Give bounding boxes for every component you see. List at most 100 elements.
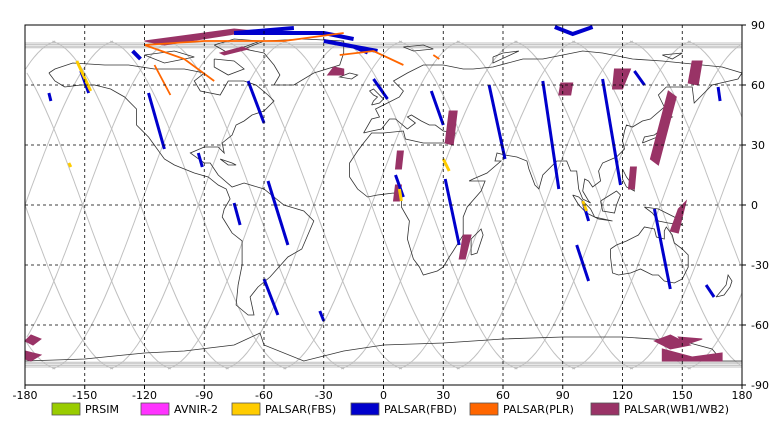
lon-tick-label: 30 — [436, 389, 450, 402]
palsar-fbs-swath — [581, 200, 588, 212]
palsar-fbd-swath — [541, 80, 561, 190]
legend-label: PALSAR(FBD) — [384, 403, 457, 416]
palsar-fbd-swath — [429, 90, 445, 126]
lon-tick-label: 150 — [672, 389, 693, 402]
palsar-plr-swath — [153, 64, 172, 96]
coastline — [715, 273, 733, 298]
legend-label: PALSAR(WB1/WB2) — [624, 403, 729, 416]
palsar-wb-swath — [458, 234, 472, 260]
palsar-plr-swath — [432, 54, 440, 60]
palsar-fbd-swath — [232, 202, 242, 226]
legend-label: PALSAR(FBS) — [265, 403, 336, 416]
coastline — [492, 50, 520, 64]
legend-label: PRSIM — [85, 403, 119, 416]
coastline — [219, 158, 237, 166]
lat-tick-label: -90 — [751, 379, 769, 392]
palsar-fbd-swath — [601, 78, 622, 186]
lat-tick-label: -60 — [751, 319, 769, 332]
palsar-wb-swath — [677, 336, 703, 346]
coastline — [594, 216, 613, 222]
palsar-wb-swath — [558, 82, 574, 96]
orbit-track — [110, 40, 287, 370]
palsar-fbs-swath — [75, 60, 93, 92]
longitude-tick-labels: -180 -150 -120 -90 -60 -30 0 30 60 90 120 150 180 — [13, 385, 753, 402]
palsar-fbd-swath — [704, 284, 716, 298]
palsar-plr-swath — [144, 32, 344, 46]
palsar-fbd-swath — [394, 174, 405, 198]
lon-tick-label: 60 — [496, 389, 510, 402]
coastline — [48, 62, 315, 316]
coastline — [662, 52, 683, 60]
coastline — [600, 190, 621, 214]
palsar-wb-swath — [611, 68, 632, 90]
lon-tick-label: -90 — [195, 389, 213, 402]
coastline — [470, 228, 484, 256]
palsar-fbs-swath — [67, 162, 73, 168]
legend-swatch — [140, 402, 170, 416]
legend-swatch — [590, 402, 620, 416]
legend-item: PALSAR(PLR) — [469, 402, 574, 416]
orbit-track — [572, 44, 741, 370]
palsar-fbd-swath — [233, 26, 295, 35]
lon-tick-label: 180 — [732, 389, 753, 402]
lon-tick-label: 0 — [380, 389, 387, 402]
palsar-wb-swath — [669, 199, 688, 234]
coastline — [622, 168, 636, 192]
coastline — [610, 226, 689, 284]
lon-tick-label: 120 — [612, 389, 633, 402]
palsar-fbs-swath — [441, 158, 451, 172]
orbit-track — [26, 72, 171, 370]
palsar-fbd-swath — [318, 310, 326, 322]
legend-swatch — [51, 402, 81, 416]
legend-label: AVNIR-2 — [174, 403, 218, 416]
palsar-fbd-swath — [372, 78, 389, 100]
palsar-fbd-swath — [716, 86, 722, 102]
palsar-wb-swath — [218, 46, 250, 56]
palsar-wb-swath — [661, 348, 723, 362]
orbit-track — [629, 144, 741, 370]
palsar-wb-swath — [649, 90, 677, 166]
palsar-fbd-swath — [266, 180, 290, 246]
coastline — [368, 88, 385, 106]
grid-layer — [25, 25, 742, 385]
palsar-wb-swath — [394, 150, 404, 170]
palsar-fbd-swath — [323, 39, 378, 53]
lon-tick-label: -60 — [255, 389, 273, 402]
orbit-track — [24, 40, 114, 206]
palsar-fbd-swath — [554, 25, 594, 37]
palsar-fbd-swath — [47, 92, 53, 102]
orbit-track — [26, 40, 171, 338]
coastline — [213, 58, 245, 76]
coastline — [349, 50, 743, 276]
palsar-fbd-swath — [147, 92, 166, 150]
palsar-plr-swath — [339, 50, 404, 66]
orbit-track — [629, 40, 741, 266]
palsar-fbd-swath — [487, 84, 507, 160]
lat-tick-label: 30 — [751, 139, 765, 152]
palsar-fbd-swath — [196, 152, 204, 168]
observation-swaths-layer — [24, 25, 723, 362]
lon-tick-label: -180 — [13, 389, 38, 402]
legend-swatch — [469, 402, 499, 416]
palsar-fbd-swath — [633, 70, 646, 86]
legend-item: AVNIR-2 — [140, 402, 218, 416]
legend-item: PRSIM — [51, 402, 119, 416]
orbit-track — [572, 40, 741, 366]
legend-label: PALSAR(PLR) — [503, 403, 574, 416]
lat-tick-label: 90 — [751, 19, 765, 32]
palsar-wb-swath — [24, 334, 42, 346]
palsar-wb-swath — [627, 166, 637, 190]
lon-tick-label: -150 — [72, 389, 97, 402]
orbit-track — [25, 40, 56, 70]
coastline — [403, 44, 434, 52]
palsar-fbd-swath — [246, 80, 266, 124]
legend-swatch — [350, 402, 380, 416]
palsar-fbs-swath — [397, 188, 403, 202]
legend-item: PALSAR(FBD) — [350, 402, 457, 416]
lat-tick-label: 60 — [751, 79, 765, 92]
palsar-wb-swath — [326, 66, 345, 76]
lat-tick-label: 0 — [751, 199, 758, 212]
lat-tick-label: -30 — [751, 259, 769, 272]
